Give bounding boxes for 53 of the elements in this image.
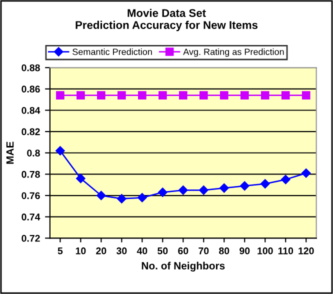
x-tick-label: 50 bbox=[158, 247, 168, 254]
point bbox=[240, 91, 249, 100]
x-tick-label: 60 bbox=[178, 247, 188, 254]
x-tick-label: 40 bbox=[136, 247, 148, 254]
x-tick-label: 20 bbox=[96, 247, 106, 254]
point bbox=[76, 91, 85, 100]
y-tick-label: 0.74 bbox=[22, 214, 40, 220]
point bbox=[138, 193, 147, 202]
x-tick-label: 110 bbox=[278, 247, 294, 254]
point bbox=[220, 183, 229, 193]
point bbox=[96, 190, 106, 200]
legend-label: Avg. Rating as Prediction bbox=[183, 48, 284, 57]
point bbox=[178, 91, 188, 100]
x-tick-label: 90 bbox=[240, 247, 250, 254]
point bbox=[118, 91, 126, 100]
point bbox=[178, 186, 188, 195]
chart-title: Movie Data Set Prediction Accuracy for New Items bbox=[76, 8, 258, 32]
point bbox=[138, 91, 146, 100]
point bbox=[302, 91, 310, 100]
y-tick-label: 0.8 bbox=[27, 150, 40, 156]
y-tick-label: 0.86 bbox=[22, 86, 40, 93]
point bbox=[199, 91, 208, 100]
point bbox=[117, 194, 126, 204]
point bbox=[76, 174, 86, 184]
point bbox=[56, 146, 65, 156]
y-tick-label: 0.88 bbox=[22, 64, 40, 72]
point bbox=[56, 91, 64, 100]
x-tick-label: 5 bbox=[58, 248, 63, 254]
x-tick-label: 10 bbox=[76, 247, 86, 254]
point bbox=[281, 91, 290, 100]
x-tick-label: 120 bbox=[298, 247, 314, 254]
y-tick-label: 0.82 bbox=[22, 128, 40, 136]
point bbox=[240, 181, 250, 191]
x-tick-label: 70 bbox=[198, 247, 209, 254]
point bbox=[220, 91, 228, 100]
y-tick-label: 0.76 bbox=[22, 192, 40, 200]
point bbox=[260, 91, 270, 100]
y-tick-label: 0.84 bbox=[22, 106, 40, 114]
y-tick-label: 0.72 bbox=[22, 234, 40, 242]
y-tick-label: 0.78 bbox=[22, 170, 40, 178]
point bbox=[158, 188, 168, 197]
point bbox=[301, 168, 311, 178]
point bbox=[158, 91, 167, 100]
x-tick-label: 30 bbox=[116, 247, 127, 254]
x-tick-label: 100 bbox=[258, 247, 273, 254]
y-axis-title: MAE bbox=[6, 142, 14, 164]
point bbox=[97, 91, 106, 100]
x-tick-label: 80 bbox=[219, 247, 230, 254]
point bbox=[280, 174, 290, 184]
x-axis-title: No. of Neighbors bbox=[142, 262, 225, 272]
point bbox=[199, 186, 208, 195]
point bbox=[260, 179, 270, 188]
legend-label: Semantic Prediction bbox=[72, 48, 152, 56]
